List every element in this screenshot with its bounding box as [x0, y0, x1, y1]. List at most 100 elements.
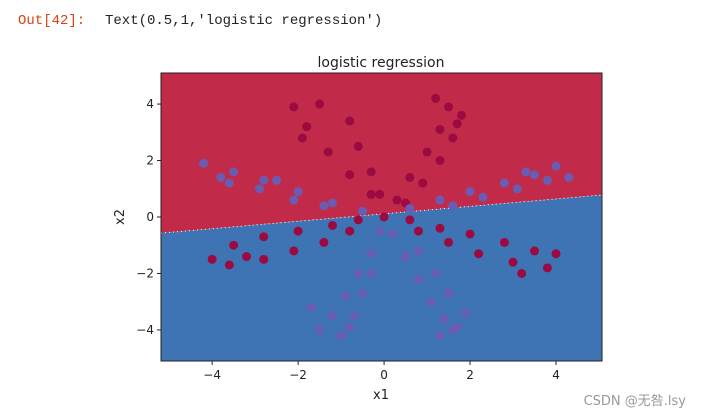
point [530, 170, 540, 180]
point [542, 175, 552, 185]
region-above [161, 73, 602, 234]
decision-boundary [160, 194, 603, 234]
point [259, 175, 269, 185]
point [340, 291, 350, 301]
point [465, 229, 475, 239]
point [418, 178, 428, 188]
point [499, 178, 509, 188]
point [474, 249, 484, 259]
point [289, 102, 299, 112]
y-tick-label: 0 [146, 210, 154, 224]
point [444, 237, 454, 247]
point [478, 192, 488, 202]
point [375, 226, 385, 236]
point [229, 167, 239, 177]
point [435, 124, 445, 134]
region-below [161, 194, 602, 361]
point [542, 263, 552, 273]
point [366, 268, 376, 278]
point [435, 195, 445, 205]
y-tick-label: 2 [146, 154, 154, 168]
output-text: Text(0.5,1,'logistic regression') [105, 13, 382, 29]
point [302, 122, 312, 132]
watermark: CSDN @无咎.lsy [584, 393, 687, 409]
point [517, 268, 527, 278]
point [319, 201, 329, 211]
point [405, 204, 415, 214]
y-tick-label: 4 [146, 97, 154, 111]
point [435, 156, 445, 166]
point [328, 220, 337, 230]
point [358, 288, 368, 298]
point [530, 246, 540, 256]
x-tick-label: −4 [203, 368, 221, 382]
point [366, 167, 376, 177]
point [242, 252, 252, 262]
point [465, 187, 475, 197]
point [388, 229, 398, 239]
x-axis-label: x1 [373, 388, 389, 403]
point [216, 172, 226, 182]
y-axis-label: x2 [113, 209, 128, 225]
point [444, 102, 454, 112]
y-tick-label: −2 [136, 266, 154, 280]
point [207, 254, 217, 264]
point [293, 187, 303, 197]
point [272, 175, 282, 185]
point [426, 297, 436, 307]
point [431, 268, 441, 278]
point [508, 257, 518, 267]
point [461, 308, 471, 318]
point [564, 172, 574, 182]
point [379, 212, 389, 222]
chart-title: logistic regression [318, 55, 445, 71]
x-tick-label: 4 [552, 368, 560, 382]
point [422, 147, 432, 157]
point [456, 110, 466, 120]
point [319, 237, 329, 247]
point [452, 119, 462, 129]
point [254, 184, 264, 194]
point [499, 237, 509, 247]
point [392, 195, 402, 205]
point [444, 288, 454, 298]
point [315, 99, 325, 109]
point [435, 331, 445, 341]
x-tick-label: 2 [466, 368, 474, 382]
point [289, 195, 299, 205]
point [439, 314, 449, 324]
point [199, 158, 209, 168]
point [405, 172, 415, 182]
point [328, 311, 337, 321]
point [551, 249, 561, 259]
point [431, 93, 441, 103]
point [224, 260, 234, 270]
point [315, 325, 325, 335]
point [345, 226, 355, 236]
point [413, 246, 423, 256]
point [405, 215, 415, 225]
point [353, 141, 363, 151]
point [345, 322, 355, 332]
point [401, 252, 411, 262]
point [448, 201, 458, 211]
point [551, 161, 561, 171]
point [512, 184, 522, 194]
point [353, 268, 363, 278]
y-tick-label: −4 [136, 323, 154, 337]
point [435, 223, 445, 233]
point [323, 147, 333, 157]
point [413, 226, 423, 236]
point [289, 246, 299, 256]
x-tick-label: 0 [380, 368, 388, 382]
point [229, 240, 239, 250]
point [521, 167, 531, 177]
point [366, 189, 376, 199]
point [366, 249, 376, 259]
point [328, 198, 337, 208]
point [448, 133, 458, 143]
point [297, 133, 307, 143]
point [224, 178, 234, 188]
